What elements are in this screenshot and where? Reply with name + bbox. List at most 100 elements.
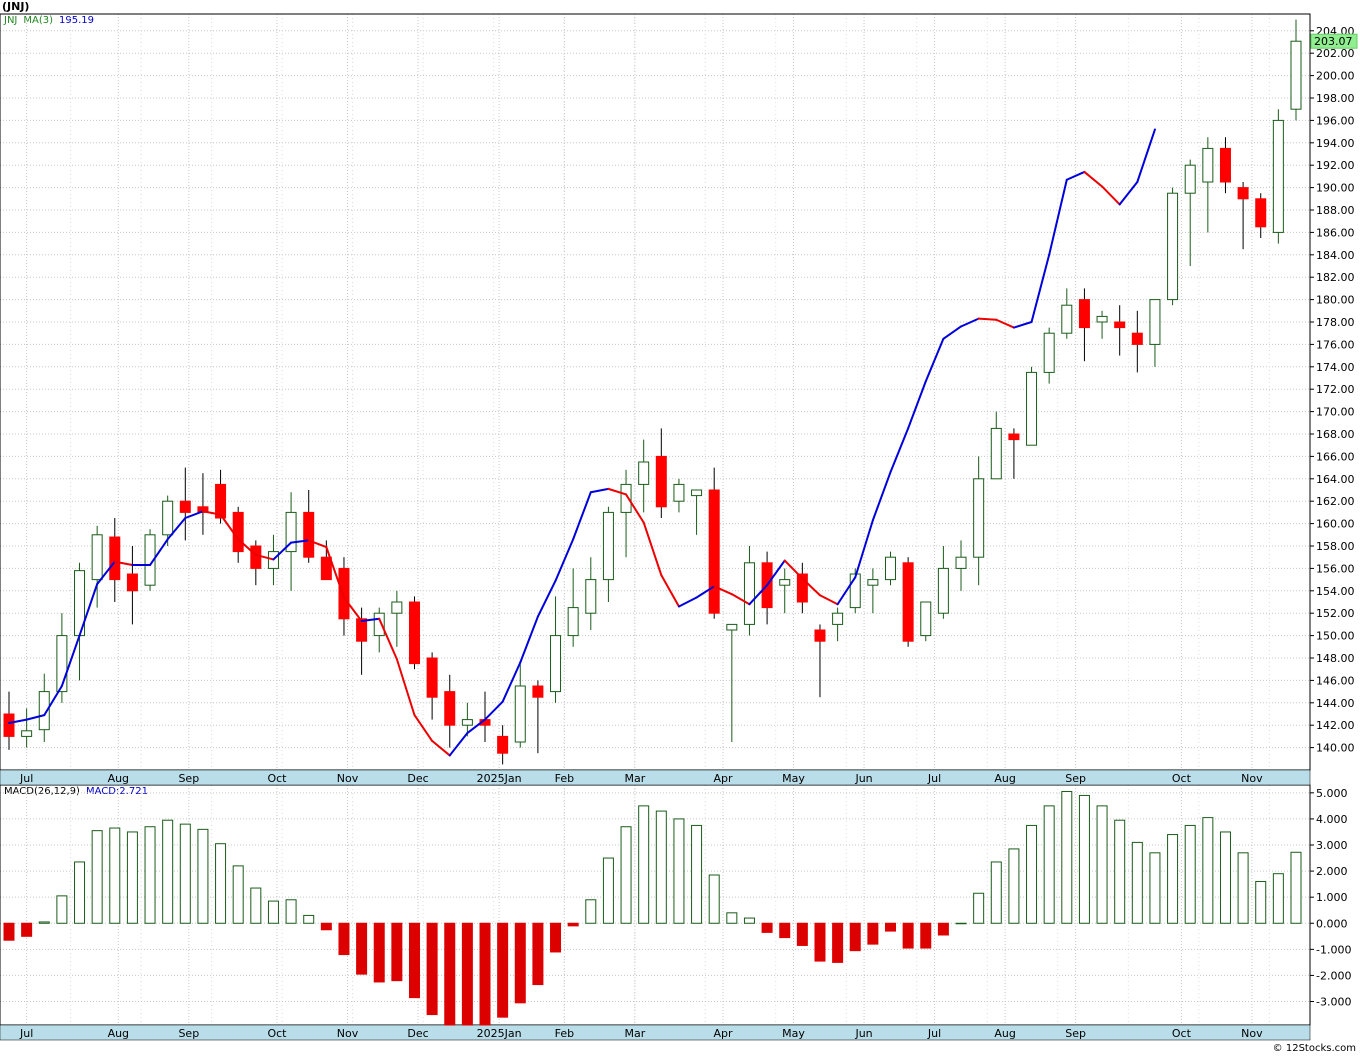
ma-segment: [466, 718, 487, 735]
x-axis-label: Aug: [108, 772, 129, 785]
macd-bar: [426, 922, 438, 1016]
candle: [585, 557, 597, 630]
macd-bar: [444, 922, 456, 1026]
candle-body: [56, 635, 68, 693]
candle: [1202, 137, 1214, 233]
macd-bar: [796, 922, 808, 946]
candle: [514, 663, 526, 748]
macd-bar: [514, 922, 526, 1004]
candle-body: [743, 562, 755, 625]
macd-x-axis-label: Nov: [337, 1027, 359, 1040]
candle: [1078, 288, 1090, 362]
macd-bar: [761, 922, 773, 933]
candle: [197, 473, 209, 535]
candle: [973, 456, 985, 586]
ma-segment: [378, 617, 398, 661]
macd-bar: [197, 828, 209, 924]
x-axis-label: Oct: [267, 772, 287, 785]
ma-segment: [924, 337, 945, 383]
x-axis-label: Nov: [337, 772, 359, 785]
last-price-box: [1310, 33, 1358, 49]
candle: [3, 691, 15, 750]
price-y-axis: 140.00 142.00 144.00 146.00 148.00 150.00 152.…: [1310, 25, 1355, 755]
macd-bar: [691, 824, 703, 924]
macd-bar: [814, 922, 826, 962]
macd-bar: [937, 922, 949, 936]
ma-line: [8, 128, 1156, 757]
ma-segment: [360, 617, 381, 623]
macd-x-axis-label: Sep: [178, 1027, 199, 1040]
x-axis-label: Jul: [927, 772, 941, 785]
x-axis-label: Sep: [1065, 772, 1086, 785]
price-legend: JNJ MA(3) 195.19: [4, 15, 100, 26]
candle: [373, 607, 385, 653]
candle-body: [1184, 164, 1196, 194]
macd-bar: [973, 892, 985, 924]
ma-segment: [677, 596, 698, 608]
macd-bar: [373, 922, 385, 983]
price-y-tick-label: 140.00: [1316, 742, 1355, 755]
candle-body: [444, 691, 456, 726]
candle-body: [391, 601, 403, 614]
macd-x-axis-label: Jul: [19, 1027, 33, 1040]
price-y-tick-label: 180.00: [1316, 294, 1355, 307]
candle-body: [461, 719, 473, 726]
macd-bar: [21, 922, 33, 937]
price-y-tick-label: 172.00: [1316, 383, 1355, 396]
price-y-tick-label: 192.00: [1316, 159, 1355, 172]
ma-segment: [96, 560, 116, 586]
macd-bar: [162, 819, 174, 924]
candle-body: [215, 483, 227, 519]
candle: [497, 725, 509, 765]
macd-x-axis-label: May: [782, 1027, 805, 1040]
macd-bar: [1237, 852, 1249, 924]
ma-segment: [290, 539, 310, 544]
candle-body: [1061, 304, 1073, 334]
candle: [303, 490, 315, 563]
macd-bar: [356, 922, 368, 975]
candle: [91, 525, 103, 608]
x-axis-label: Nov: [1241, 772, 1263, 785]
macd-bar: [232, 865, 244, 924]
candle: [408, 596, 420, 670]
macd-bar: [955, 922, 967, 925]
macd-bar: [867, 922, 879, 945]
candle: [1149, 299, 1161, 367]
candle: [179, 467, 191, 541]
candle: [21, 708, 33, 748]
candle: [144, 529, 156, 591]
ma-segment: [166, 517, 187, 541]
candle: [920, 601, 932, 642]
macd-legend-label: MACD(26,12,9): [4, 786, 80, 797]
candle-body: [567, 607, 579, 637]
macd-bar: [1184, 824, 1196, 924]
candle-body: [726, 623, 738, 631]
candle: [779, 568, 791, 614]
candle: [426, 652, 438, 720]
macd-bar: [920, 922, 932, 949]
price-y-tick-label: 142.00: [1316, 719, 1355, 732]
ma-segment: [977, 317, 998, 321]
price-legend-symbol: JNJ: [4, 15, 18, 26]
macd-x-axis-label: Nov: [1241, 1027, 1263, 1040]
macd-bar: [285, 899, 297, 924]
candle-body: [1096, 315, 1108, 323]
price-y-tick-label: 170.00: [1316, 406, 1355, 419]
ma-segment: [342, 596, 363, 623]
ma-segment: [730, 593, 751, 606]
macd-y-tick-label: 4.000: [1316, 813, 1348, 826]
ma-segment: [237, 538, 257, 556]
candle-body: [162, 500, 174, 536]
price-y-tick-label: 178.00: [1316, 316, 1355, 329]
ma-segment: [783, 559, 804, 580]
ma-segment: [1136, 128, 1156, 183]
candle: [250, 540, 262, 586]
ma-segment: [1048, 178, 1068, 256]
candle: [1184, 159, 1196, 266]
ma-segment: [836, 576, 857, 606]
price-x-axis-band: [0, 769, 1311, 786]
candle: [1167, 187, 1179, 306]
price-y-tick-label: 144.00: [1316, 697, 1355, 710]
macd-bars: [3, 791, 1302, 1026]
